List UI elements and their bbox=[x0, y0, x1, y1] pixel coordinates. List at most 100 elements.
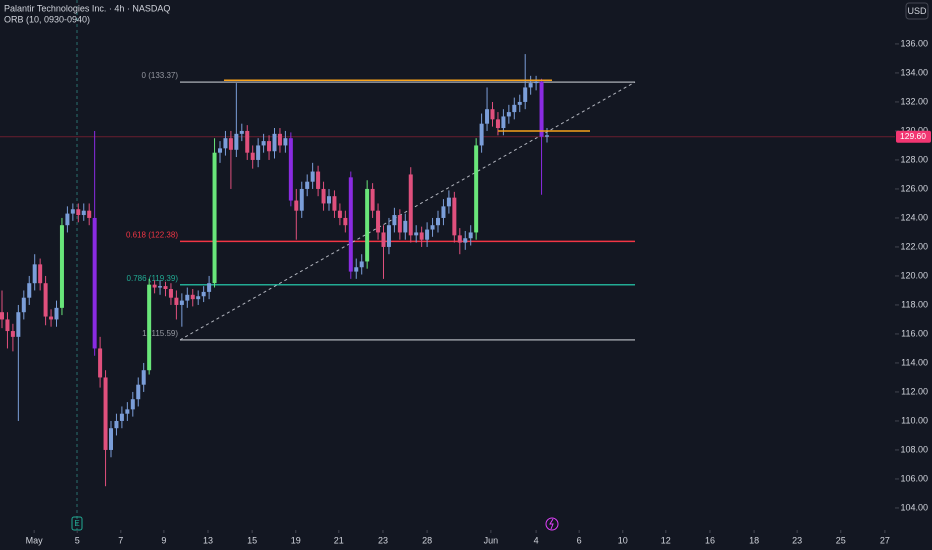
y-tick-label: 108.00 bbox=[900, 444, 928, 454]
candle-body bbox=[446, 197, 451, 207]
x-tick-label: 18 bbox=[749, 535, 759, 545]
candle-body bbox=[5, 319, 10, 332]
candle-body bbox=[38, 264, 43, 284]
candle-body bbox=[234, 133, 239, 150]
x-tick-label: 7 bbox=[118, 535, 123, 545]
candle-body bbox=[130, 399, 135, 410]
candle-body bbox=[158, 286, 163, 288]
candle-body bbox=[212, 152, 217, 284]
candle-body bbox=[283, 138, 288, 146]
candle-body bbox=[501, 116, 506, 129]
candle-body bbox=[65, 213, 70, 226]
candle-body bbox=[179, 300, 184, 305]
candle-body bbox=[414, 232, 419, 236]
candle-body bbox=[299, 188, 304, 211]
x-tick-label: 13 bbox=[203, 535, 213, 545]
candle-body bbox=[70, 209, 75, 214]
candle-body bbox=[103, 377, 108, 450]
candle-body bbox=[81, 210, 86, 216]
candle-body bbox=[321, 188, 326, 204]
candle-body bbox=[430, 225, 435, 230]
x-tick-label: 6 bbox=[577, 535, 582, 545]
candle-body bbox=[463, 238, 468, 243]
y-tick-label: 114.00 bbox=[901, 357, 928, 367]
candle-body bbox=[32, 264, 37, 284]
candle-body bbox=[506, 112, 511, 117]
candle-body bbox=[92, 217, 97, 349]
y-tick-label: 116.00 bbox=[901, 328, 928, 338]
candle-body bbox=[468, 232, 473, 239]
candle-body bbox=[485, 109, 490, 124]
candle-body bbox=[354, 267, 359, 272]
candle-body bbox=[43, 283, 48, 317]
event-dividend[interactable] bbox=[545, 517, 559, 531]
candle-body bbox=[359, 261, 364, 268]
candle-body bbox=[114, 420, 119, 429]
x-tick-label: 10 bbox=[618, 535, 628, 545]
candle-body bbox=[337, 210, 342, 218]
candle-body bbox=[76, 209, 81, 216]
candle-body bbox=[425, 229, 430, 240]
currency-button[interactable] bbox=[905, 2, 929, 20]
y-tick-label: 132.00 bbox=[900, 96, 928, 106]
candle-body bbox=[534, 81, 539, 84]
candle-body bbox=[305, 181, 310, 189]
candle-body bbox=[250, 152, 255, 160]
candle-body bbox=[27, 283, 32, 298]
y-tick-label: 128.00 bbox=[900, 154, 928, 164]
candle-body bbox=[403, 220, 408, 233]
candle-body bbox=[168, 288, 173, 298]
svg-text:E: E bbox=[74, 519, 79, 528]
candle-body bbox=[59, 225, 64, 308]
candle-body bbox=[294, 200, 299, 211]
candle-body bbox=[408, 174, 413, 236]
x-tick-label: 15 bbox=[247, 535, 257, 545]
x-tick-label: 12 bbox=[661, 535, 671, 545]
y-tick-label: 106.00 bbox=[900, 473, 928, 483]
y-tick-label: 134.00 bbox=[900, 67, 928, 77]
candle-body bbox=[316, 171, 321, 189]
candle-body bbox=[381, 232, 386, 247]
y-tick-label: 130.00 bbox=[900, 125, 928, 135]
candle-body bbox=[386, 225, 391, 247]
candle-body bbox=[223, 138, 228, 149]
candle-body bbox=[512, 104, 517, 113]
x-tick-label: 27 bbox=[880, 535, 890, 545]
candle-body bbox=[419, 232, 424, 240]
fib-label: 1 (115.59) bbox=[142, 329, 178, 338]
candle-body bbox=[457, 235, 462, 243]
candle-body bbox=[545, 135, 549, 137]
candle-body bbox=[495, 119, 500, 129]
candle-body bbox=[152, 284, 157, 288]
candle-body bbox=[119, 413, 124, 421]
candle-body bbox=[392, 215, 397, 226]
x-tick-label: May bbox=[26, 535, 44, 545]
last-price-label: 129.60 bbox=[900, 131, 926, 141]
candle-body bbox=[49, 316, 54, 320]
candle-body bbox=[125, 409, 130, 414]
candle-body bbox=[348, 177, 353, 272]
x-tick-label: 16 bbox=[705, 535, 715, 545]
candle-body bbox=[190, 294, 195, 300]
x-tick-label: Jun bbox=[484, 535, 499, 545]
candle-body bbox=[376, 210, 381, 233]
candle-body bbox=[141, 370, 146, 385]
candle-body bbox=[163, 286, 168, 289]
y-tick-label: 120.00 bbox=[900, 270, 928, 280]
candle-body bbox=[474, 145, 479, 233]
candle-body bbox=[277, 133, 282, 146]
candle-body bbox=[201, 291, 206, 297]
candle-body bbox=[228, 138, 233, 150]
fib-label: 0.786 (119.39) bbox=[127, 274, 179, 283]
candle-body bbox=[21, 297, 26, 313]
y-tick-label: 104.00 bbox=[900, 502, 928, 512]
candle-body bbox=[54, 307, 59, 320]
x-tick-label: 5 bbox=[75, 535, 80, 545]
candle-body bbox=[332, 196, 337, 211]
y-tick-label: 112.00 bbox=[901, 386, 928, 396]
currency-label: USD bbox=[907, 6, 927, 16]
last-price-tag bbox=[896, 130, 931, 143]
candle-body bbox=[0, 312, 4, 320]
x-tick-label: 23 bbox=[378, 535, 388, 545]
